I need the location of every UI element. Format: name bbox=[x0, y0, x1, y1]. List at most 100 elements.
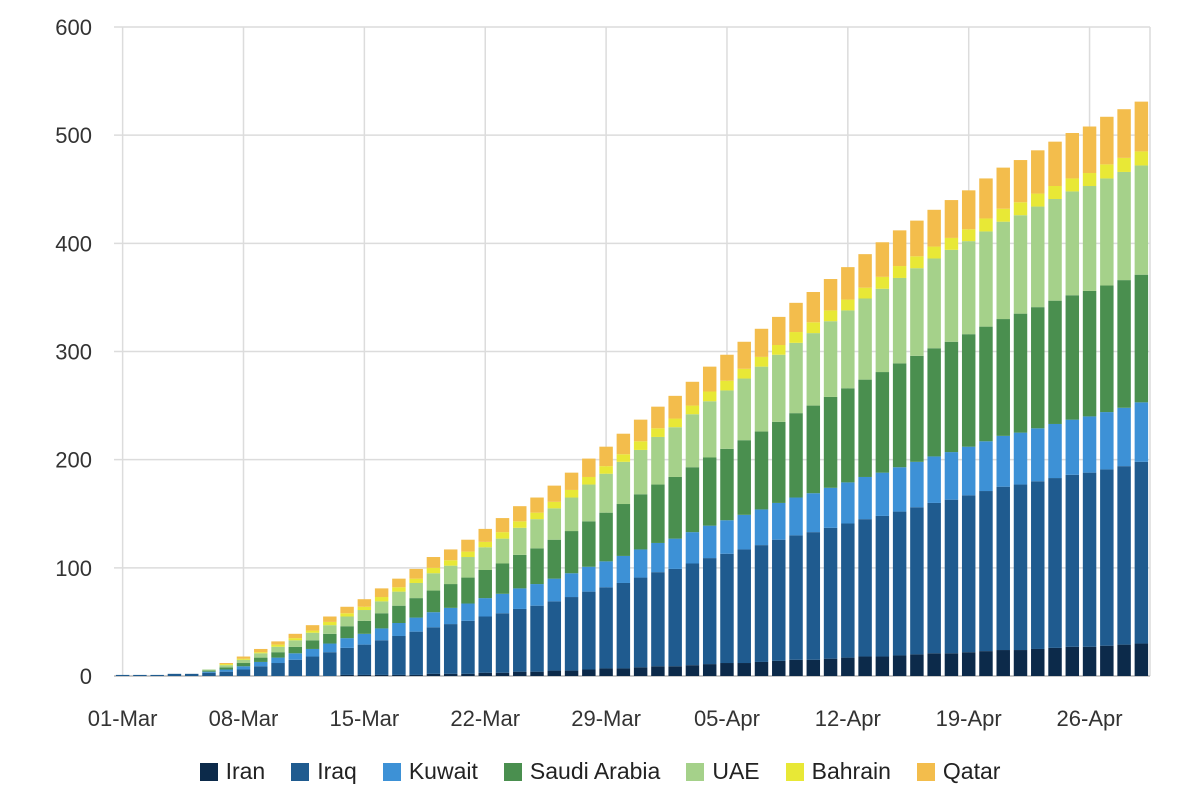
bar-segment-iraq bbox=[1082, 472, 1097, 647]
bar-segment-qatar bbox=[875, 242, 890, 277]
bar-segment-uae bbox=[1048, 198, 1062, 301]
bar-segment-iraq bbox=[564, 597, 579, 671]
bar-segment-iran bbox=[806, 659, 821, 676]
legend-label: Iran bbox=[225, 758, 266, 784]
bar-segment-bahrain bbox=[1048, 186, 1062, 199]
bar-segment-bahrain bbox=[858, 287, 872, 299]
bar-segment-iran bbox=[426, 673, 441, 676]
bar-segment-saudi-arabia bbox=[702, 457, 717, 526]
x-tick-label: 29-Mar bbox=[571, 706, 641, 731]
bar-segment-qatar bbox=[288, 633, 303, 639]
bar-segment-qatar bbox=[582, 458, 596, 477]
bar-segment-iran bbox=[1048, 647, 1062, 676]
bar-segment-iraq bbox=[961, 495, 976, 653]
bar-segment-uae bbox=[996, 221, 1010, 320]
bar-segment-qatar bbox=[564, 472, 579, 490]
bar-segment-uae bbox=[979, 231, 993, 327]
bar-segment-bahrain bbox=[979, 218, 993, 232]
bar-segment-iran bbox=[564, 670, 579, 676]
bar-segment-saudi-arabia bbox=[961, 334, 976, 447]
bar-segment-kuwait bbox=[1100, 412, 1114, 470]
bar-segment-qatar bbox=[495, 518, 510, 533]
bar-segment-uae bbox=[530, 519, 544, 549]
bar-segment-bahrain bbox=[720, 380, 734, 391]
bar-segment-qatar bbox=[254, 648, 268, 653]
bar-segment-saudi-arabia bbox=[513, 554, 527, 589]
bar-segment-uae bbox=[927, 258, 941, 349]
bar-segment-uae bbox=[547, 508, 562, 540]
bar-segment-qatar bbox=[305, 625, 320, 631]
bar-segment-iran bbox=[340, 674, 354, 676]
bar-segment-kuwait bbox=[530, 584, 544, 606]
bar-segment-iraq bbox=[944, 499, 959, 654]
bar-segment-qatar bbox=[513, 506, 527, 522]
legend-swatch bbox=[291, 762, 310, 781]
bar-segment-saudi-arabia bbox=[789, 413, 803, 498]
legend-swatch bbox=[785, 762, 804, 781]
x-tick-label: 05-Apr bbox=[694, 706, 760, 731]
y-tick-label: 0 bbox=[80, 664, 92, 689]
legend-label: Kuwait bbox=[408, 758, 478, 784]
bar-segment-qatar bbox=[720, 354, 734, 381]
legend-label: Bahrain bbox=[811, 758, 891, 784]
bar-segment-kuwait bbox=[236, 666, 251, 670]
bar-segment-kuwait bbox=[409, 617, 423, 632]
bar-segment-qatar bbox=[374, 588, 389, 598]
bar-segment-iraq bbox=[1031, 481, 1045, 649]
bar-segment-saudi-arabia bbox=[271, 652, 285, 658]
bar-segment-qatar bbox=[841, 267, 855, 300]
bar-segment-uae bbox=[1031, 206, 1045, 308]
bar-segment-saudi-arabia bbox=[392, 605, 406, 623]
bar-segment-uae bbox=[582, 484, 596, 522]
bar-segment-saudi-arabia bbox=[772, 421, 786, 503]
bar-segment-uae bbox=[288, 640, 303, 647]
bar-segment-iraq bbox=[547, 601, 562, 671]
bar-segment-iraq bbox=[392, 635, 406, 675]
bar-segment-qatar bbox=[892, 230, 907, 267]
bar-segment-iraq bbox=[875, 515, 890, 657]
bar-segment-uae bbox=[668, 427, 682, 477]
bar-segment-uae bbox=[651, 436, 665, 485]
legend-item-uae: UAE bbox=[686, 758, 760, 785]
bar-segment-iraq bbox=[374, 640, 389, 675]
bar-segment-kuwait bbox=[927, 456, 941, 503]
bar-segment-bahrain bbox=[323, 621, 337, 626]
bar-segment-kuwait bbox=[806, 493, 821, 533]
bar-segment-kuwait bbox=[668, 538, 682, 569]
bar-segment-iraq bbox=[668, 568, 682, 667]
legend-item-kuwait: Kuwait bbox=[382, 758, 478, 785]
bar-segment-iran bbox=[858, 656, 872, 676]
bar-segment-kuwait bbox=[685, 532, 700, 564]
bar-segment-iraq bbox=[184, 673, 199, 676]
bar-segment-iraq bbox=[599, 587, 613, 669]
legend-swatch bbox=[686, 762, 705, 781]
legend-swatch bbox=[503, 762, 522, 781]
bar-segment-kuwait bbox=[513, 588, 527, 609]
legend-item-iran: Iran bbox=[199, 758, 266, 785]
bar-segment-bahrain bbox=[1082, 173, 1097, 187]
bar-segment-uae bbox=[461, 557, 475, 578]
y-tick-label: 400 bbox=[55, 231, 92, 256]
bar-segment-bahrain bbox=[668, 418, 682, 428]
bar-segment-iran bbox=[357, 674, 372, 676]
bar-segment-iraq bbox=[651, 572, 665, 667]
bar-segment-bahrain bbox=[651, 428, 665, 437]
bar-segment-saudi-arabia bbox=[409, 598, 423, 618]
bar-segment-uae bbox=[254, 653, 268, 658]
bar-segment-iran bbox=[1013, 650, 1028, 676]
bar-segment-uae bbox=[443, 565, 458, 585]
bar-segment-iran bbox=[495, 672, 510, 676]
x-tick-label: 22-Mar bbox=[450, 706, 520, 731]
bar-segment-saudi-arabia bbox=[1082, 290, 1097, 417]
bar-segment-saudi-arabia bbox=[979, 326, 993, 442]
bar-segment-kuwait bbox=[1031, 428, 1045, 482]
bar-segment-iraq bbox=[1065, 474, 1080, 647]
bar-segment-qatar bbox=[910, 220, 924, 257]
bar-segment-bahrain bbox=[806, 322, 821, 334]
bar-segment-uae bbox=[754, 366, 769, 432]
bar-segment-iraq bbox=[823, 527, 838, 659]
x-tick-label: 15-Mar bbox=[330, 706, 400, 731]
bar-segment-kuwait bbox=[1013, 432, 1028, 485]
legend-swatch bbox=[382, 762, 401, 781]
bar-segment-kuwait bbox=[564, 573, 579, 598]
